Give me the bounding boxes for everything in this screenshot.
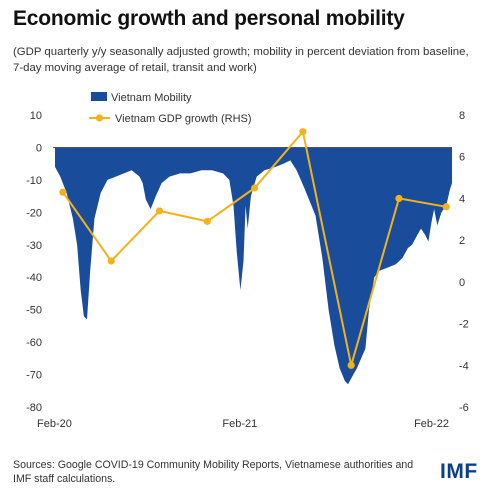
gdp-point [107,257,115,265]
left-tick-label: -70 [26,370,42,382]
mobility-area [55,147,452,385]
right-tick-label: 2 [459,235,465,247]
gdp-point [250,184,259,192]
right-tick-label: -4 [459,360,469,372]
left-tick-label: -60 [26,337,42,349]
gdp-point [347,361,355,369]
left-tick-label: 0 [36,142,42,154]
gdp-point [395,194,403,203]
x-tick-label: Feb-21 [222,418,257,430]
gdp-point [442,203,450,211]
left-tick-label: -10 [26,175,42,187]
left-tick-label: -20 [26,207,42,219]
chart-subtitle: (GDP quarterly y/y seasonally adjusted g… [13,44,497,76]
left-tick-label: -30 [26,240,42,252]
subtitle-line-2: 7-day moving average of retail, transit … [13,62,257,74]
legend: Vietnam Mobility Vietnam GDP growth (RHS) [89,92,252,125]
right-tick-label: -6 [459,402,469,414]
left-tick-label: -80 [26,402,42,414]
gdp-point [59,188,67,196]
left-axis-ticks: 10 0 -10 -20 -30 -40 -50 -60 -70 -80 [26,110,42,414]
right-tick-label: 8 [459,110,465,122]
legend-label-mobility: Vietnam Mobility [111,92,192,104]
gdp-point [155,207,164,215]
gdp-point [203,217,211,225]
x-axis-ticks: Feb-20 Feb-21 Feb-22 [37,418,449,430]
legend-swatch-mobility [91,92,107,101]
left-tick-label: -50 [26,305,42,317]
gdp-point [299,128,307,136]
left-tick-label: 10 [30,110,42,122]
source-line-1: Sources: Google COVID-19 Community Mobil… [13,459,414,471]
legend-marker-gdp [95,114,104,122]
right-tick-label: 4 [459,193,465,205]
right-tick-label: -2 [459,319,469,331]
left-tick-label: -40 [26,272,42,284]
right-tick-label: 6 [459,152,465,164]
imf-logo: IMF [440,460,478,483]
legend-label-gdp: Vietnam GDP growth (RHS) [115,113,252,125]
subtitle-line-1: (GDP quarterly y/y seasonally adjusted g… [13,46,469,58]
chart-title: Economic growth and personal mobility [13,7,405,30]
x-tick-label: Feb-22 [414,418,449,430]
right-axis-ticks: 8 6 4 2 0 -2 -4 -6 [459,110,469,414]
source-line-2: IMF staff calculations. [13,473,116,485]
right-tick-label: 0 [459,277,465,289]
source-note: Sources: Google COVID-19 Community Mobil… [13,458,423,486]
plot-layer [53,128,452,385]
x-tick-label: Feb-20 [37,418,72,430]
